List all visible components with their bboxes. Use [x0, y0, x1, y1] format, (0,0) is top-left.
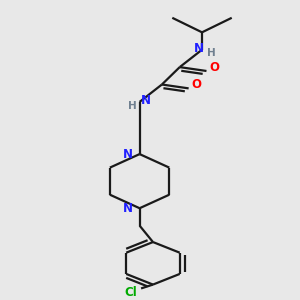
Text: N: N [194, 42, 204, 55]
Text: H: H [207, 48, 215, 58]
Text: O: O [191, 78, 201, 91]
Text: H: H [128, 101, 136, 111]
Text: N: N [140, 94, 151, 107]
Text: Cl: Cl [124, 286, 137, 299]
Text: O: O [209, 61, 219, 74]
Text: N: N [123, 202, 133, 215]
Text: N: N [123, 148, 133, 160]
